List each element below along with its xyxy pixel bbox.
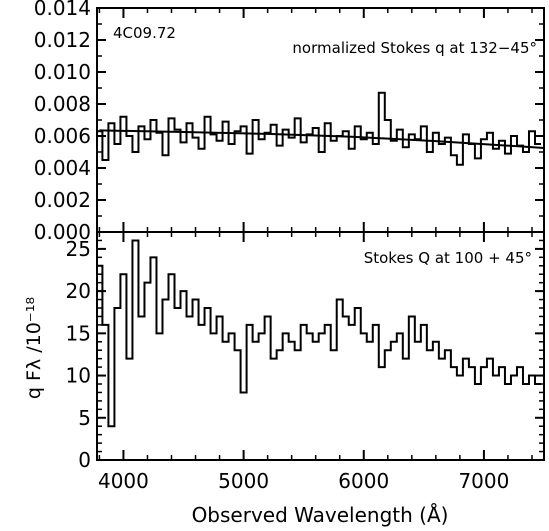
top-y-tick-label: 0.006	[34, 124, 91, 148]
bottom-y-tick-label: 20	[66, 279, 91, 303]
bottom-y-tick-label: 15	[66, 321, 91, 345]
top-y-tick-label: 0.004	[34, 156, 91, 180]
top-annotation: normalized Stokes q at 132−45°	[292, 39, 537, 57]
x-tick-label: 7000	[458, 469, 509, 493]
y-axis-label: q Fλ /10⁻¹⁸	[23, 297, 45, 399]
top-histogram-series	[97, 91, 541, 166]
top-y-tick-label: 0.008	[34, 92, 91, 116]
top-y-tick-label: 0.000	[34, 220, 91, 244]
bottom-y-tick-label: 25	[66, 237, 91, 261]
x-axis-label: Observed Wavelength (Å)	[192, 503, 449, 527]
bottom-annotation: Stokes Q at 100 + 45°	[364, 249, 532, 267]
bottom-x-ticks: 4000 5000 6000 7000	[98, 232, 533, 493]
top-y-ticks: 0.000 0.002 0.004 0.006 0.008 0.010 0.012 0.014	[34, 0, 544, 244]
object-label: 4C09.72	[113, 24, 176, 42]
x-tick-label: 4000	[98, 469, 149, 493]
x-tick-label: 6000	[338, 469, 389, 493]
top-panel: 0.000 0.002 0.004 0.006 0.008 0.010 0.012 0.014…	[34, 0, 545, 244]
bottom-y-tick-label: 5	[78, 406, 91, 430]
top-y-tick-label: 0.002	[34, 188, 91, 212]
top-y-tick-label: 0.012	[34, 28, 91, 52]
bottom-panel: 0 5 10 15 20 25 4000 5000 6000 7000 Stokes Q at …	[23, 231, 545, 527]
top-fit-curve	[99, 129, 545, 149]
x-tick-label: 5000	[218, 469, 269, 493]
bottom-panel-frame	[96, 231, 545, 461]
bottom-y-ticks: 0 5 10 15 20 25	[66, 231, 544, 472]
bottom-y-tick-label: 10	[66, 364, 91, 388]
top-y-tick-label: 0.010	[34, 60, 91, 84]
top-y-tick-label: 0.014	[34, 0, 91, 20]
bottom-histogram-series	[97, 239, 541, 428]
bottom-y-tick-label: 0	[78, 448, 91, 472]
